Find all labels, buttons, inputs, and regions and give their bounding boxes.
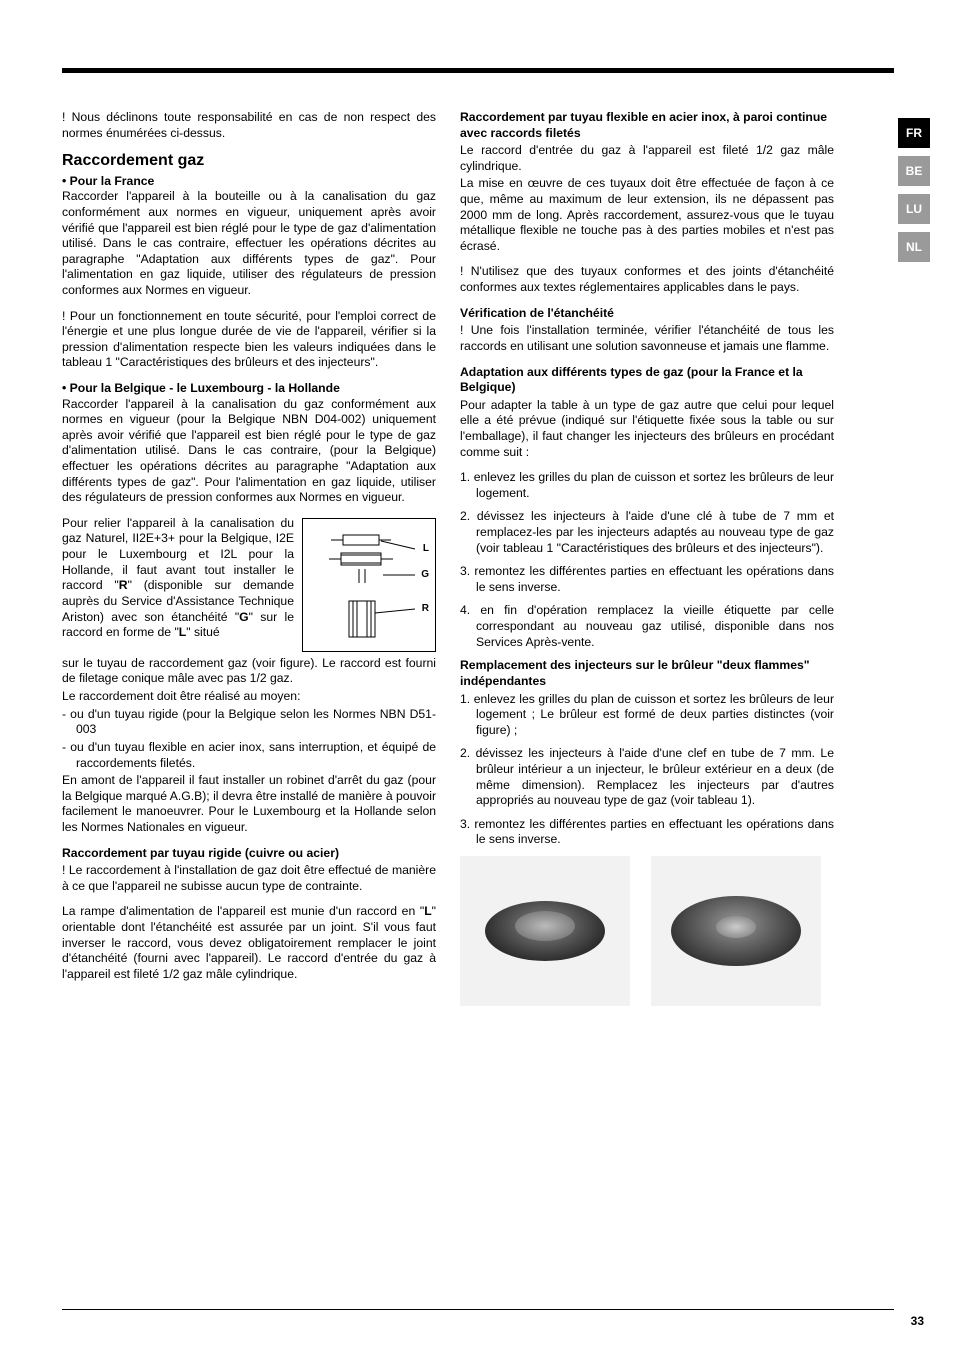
rigide-p2: La rampe d'alimentation de l'appareil es… <box>62 904 436 982</box>
belgique-after2: En amont de l'appareil il faut installer… <box>62 773 436 835</box>
diagram-label-r: R <box>422 603 429 616</box>
remplacement-list: 1. enlevez les grilles du plan de cuisso… <box>460 692 834 848</box>
content-columns: ! Nous déclinons toute responsabilité en… <box>62 110 834 1011</box>
language-sidebar: FR BE LU NL <box>898 118 930 270</box>
heading-adaptation: Adaptation aux différents types de gaz (… <box>460 365 834 396</box>
footer-rule <box>62 1309 894 1310</box>
france-body: Raccorder l'appareil à la bouteille ou à… <box>62 189 436 298</box>
adapt-step-2: 2. dévissez les injecteurs à l'aide d'un… <box>460 509 834 556</box>
burner-images-row <box>460 856 834 1011</box>
tab-nl[interactable]: NL <box>898 232 930 262</box>
belgique-means-list: ou d'un tuyau rigide (pour la Belgique s… <box>62 707 436 771</box>
heading-verification: Vérification de l'étanchéité <box>460 306 834 322</box>
tab-be[interactable]: BE <box>898 156 930 186</box>
means-item-1: ou d'un tuyau rigide (pour la Belgique s… <box>62 707 436 738</box>
header-rule <box>62 68 894 73</box>
heading-raccordement-gaz: Raccordement gaz <box>62 151 436 171</box>
bullet-pour-la-france: Pour la France <box>62 174 436 190</box>
verification-p: ! Une fois l'installation terminée, véri… <box>460 323 834 354</box>
belgique-means: Le raccordement doit être réalisé au moy… <box>62 689 436 705</box>
repl-step-3: 3. remontez les différentes parties en e… <box>460 817 834 848</box>
belgique-body: Raccorder l'appareil à la canalisation d… <box>62 397 436 506</box>
belgique-after: sur le tuyau de raccordement gaz (voir f… <box>62 656 436 687</box>
burner-image-2 <box>651 856 821 1006</box>
adaptation-intro: Pour adapter la table à un type de gaz a… <box>460 398 834 460</box>
flexible-p1: Le raccord d'entrée du gaz à l'appareil … <box>460 143 834 174</box>
france-warning: ! Pour un fonctionnement en toute sécuri… <box>62 309 436 371</box>
bold-r: R <box>119 578 128 592</box>
bold-g: G <box>239 610 248 624</box>
heading-flexible: Raccordement par tuyau flexible en acier… <box>460 110 834 141</box>
belgique-diagram-para: L G R Pour relier l'appareil à la canali… <box>62 516 436 641</box>
adapt-step-3: 3. remontez les différentes parties en e… <box>460 564 834 595</box>
left-column: ! Nous déclinons toute responsabilité en… <box>62 110 436 1011</box>
intro-warning: ! Nous déclinons toute responsabilité en… <box>62 110 436 141</box>
connector-diagram: L G R <box>302 518 436 652</box>
rigide-p1: ! Le raccordement à l'installation de ga… <box>62 863 436 894</box>
diagram-label-l: L <box>423 543 429 556</box>
bold-l-2: L <box>424 904 431 918</box>
heading-remplacement: Remplacement des injecteurs sur le brûle… <box>460 658 834 689</box>
tab-lu[interactable]: LU <box>898 194 930 224</box>
adapt-step-1: 1. enlevez les grilles du plan de cuisso… <box>460 470 834 501</box>
burner-image-1 <box>460 856 630 1006</box>
repl-step-2: 2. dévissez les injecteurs à l'aide d'un… <box>460 746 834 808</box>
adapt-step-4: 4. en fin d'opération remplacez la vieil… <box>460 603 834 650</box>
adaptation-list: 1. enlevez les grilles du plan de cuisso… <box>460 470 834 650</box>
tab-fr[interactable]: FR <box>898 118 930 148</box>
diagram-label-g: G <box>421 569 429 582</box>
means-item-2: ou d'un tuyau flexible en acier inox, sa… <box>62 740 436 771</box>
flexible-p2: La mise en œuvre de ces tuyaux doit être… <box>460 176 834 254</box>
repl-step-1: 1. enlevez les grilles du plan de cuisso… <box>460 692 834 739</box>
right-column: Raccordement par tuyau flexible en acier… <box>460 110 834 1011</box>
bullet-belgique: Pour la Belgique - le Luxembourg - la Ho… <box>62 381 436 397</box>
heading-rigide: Raccordement par tuyau rigide (cuivre ou… <box>62 846 436 862</box>
diagram-text-d: " situé <box>186 625 219 639</box>
flexible-warning: ! N'utilisez que des tuyaux conformes et… <box>460 264 834 295</box>
page-number: 33 <box>911 1314 924 1328</box>
